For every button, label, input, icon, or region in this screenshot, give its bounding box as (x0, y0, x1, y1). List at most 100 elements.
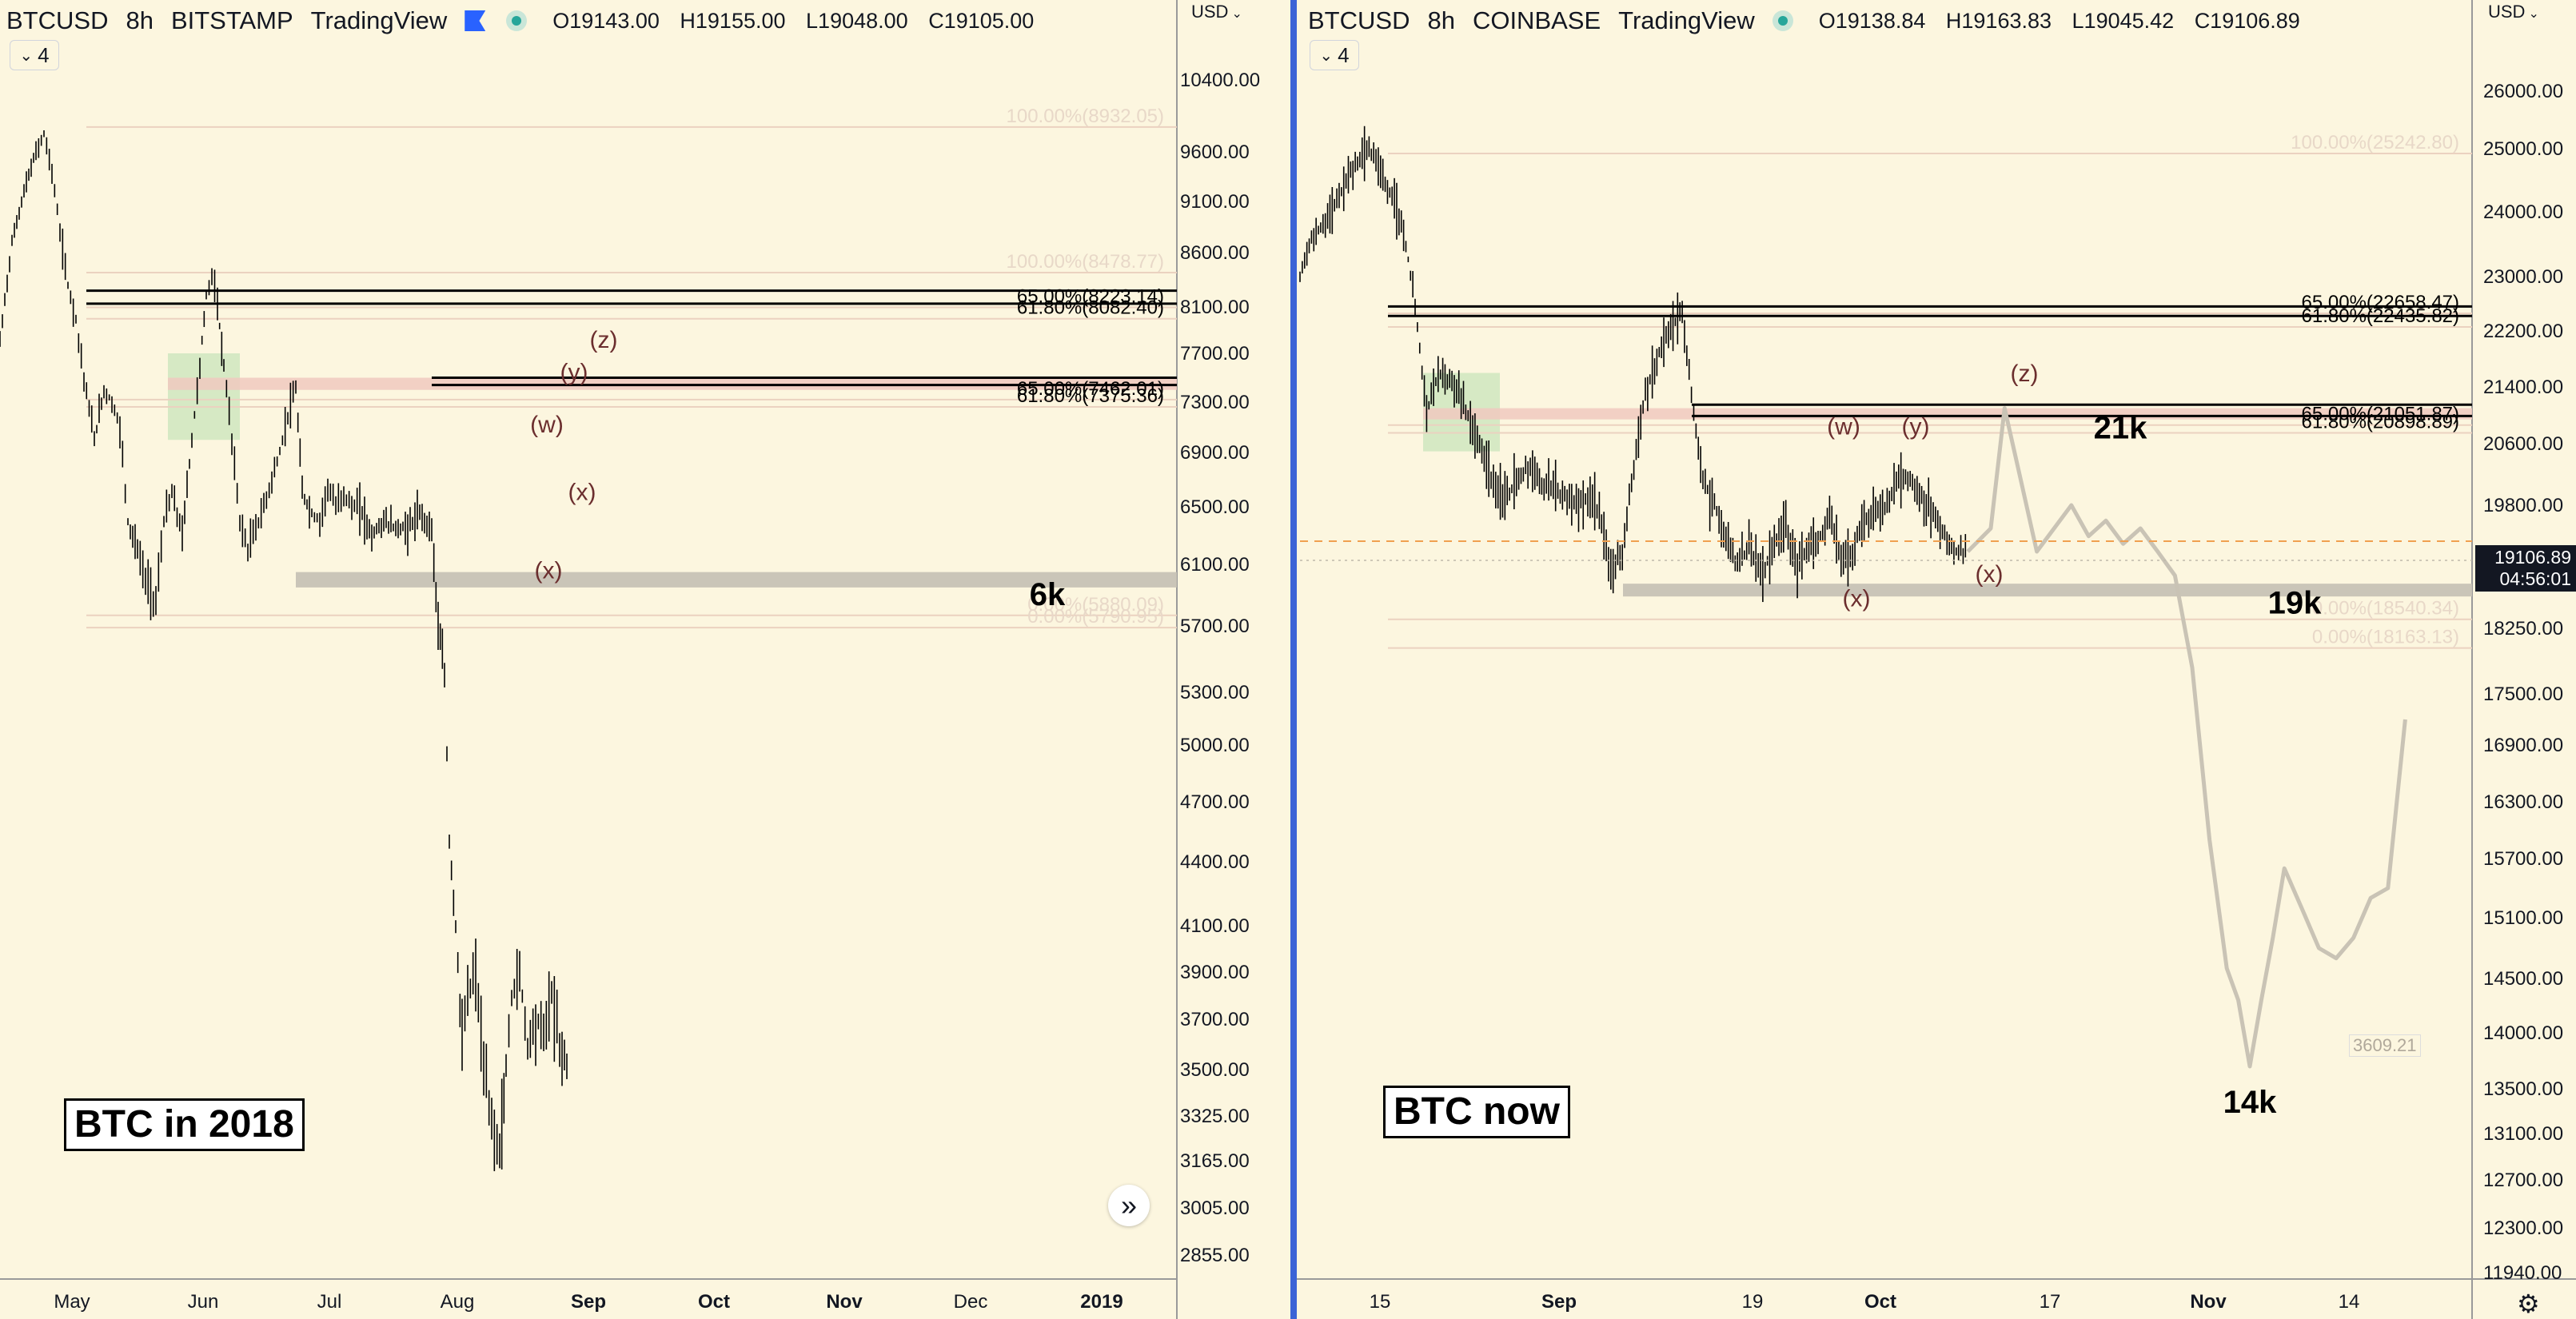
resistance-band-label: 21k (2094, 411, 2147, 446)
y-tick-label: 8600.00 (1180, 242, 1250, 264)
right-symbol[interactable]: BTCUSD (1308, 6, 1410, 34)
wave-label: (z) (590, 327, 618, 353)
chevron-down-icon: ⌄ (1319, 46, 1334, 65)
right-legend: BTCUSD 8h COINBASE TradingView O19138.84… (1308, 3, 2315, 38)
y-tick-label: 24000.00 (2483, 201, 2563, 223)
x-tick-label: Nov (826, 1291, 863, 1313)
right-close: C19106.89 (2194, 8, 2300, 33)
fib-label: 100.00%(8478.77) (1007, 251, 1164, 273)
fib-label: 65.00%(21051.87) (2302, 404, 2459, 425)
left-currency-label: USD (1191, 2, 1229, 22)
y-tick-label: 10400.00 (1180, 70, 1260, 91)
gear-icon[interactable]: ⚙ (2517, 1289, 2540, 1318)
y-tick-label: 16300.00 (2483, 791, 2563, 813)
wave-label: (x) (1976, 561, 2004, 588)
left-collapse-button[interactable]: ⌄ 4 (10, 40, 59, 70)
x-tick-label: 17 (2040, 1291, 2061, 1313)
y-tick-label: 3500.00 (1180, 1059, 1250, 1081)
right-currency-select[interactable]: USD ⌄ (2488, 2, 2539, 22)
y-tick-label: 12700.00 (2483, 1170, 2563, 1191)
wave-label: (x) (568, 480, 596, 506)
right-collapse-count: 4 (1338, 42, 1350, 67)
left-close: C19105.00 (928, 8, 1035, 33)
y-tick-label: 5300.00 (1180, 682, 1250, 703)
y-tick-label: 2855.00 (1180, 1245, 1250, 1266)
fib-label: 100.00%(25242.80) (2291, 132, 2459, 153)
wave-label: (x) (535, 557, 563, 584)
y-tick-label: 4700.00 (1180, 791, 1250, 813)
fib-label: 61.80%(7375.36) (1017, 385, 1164, 407)
right-source: TradingView (1618, 6, 1755, 34)
x-tick-label: Nov (2190, 1291, 2227, 1313)
y-tick-label: 6500.00 (1180, 496, 1250, 518)
y-tick-label: 11940.00 (2483, 1262, 2562, 1284)
y-tick-label: 3900.00 (1180, 962, 1250, 983)
right-chart-title: BTC now (1383, 1086, 1570, 1138)
y-tick-label: 20600.00 (2483, 433, 2563, 455)
y-tick-label: 4400.00 (1180, 851, 1250, 873)
right-chart-layer: 100.00%(25242.80) 65.00%(22658.47) 61.80%(… (1299, 81, 2563, 1313)
current-price-tag: 19106.89 04:56:01 (2475, 545, 2576, 592)
right-collapse-button[interactable]: ⌄ 4 (1310, 40, 1359, 70)
left-ohlc: O19143.00 H19155.00 L19048.00 C19105.00 (552, 9, 1048, 34)
left-exchange: BITSTAMP (170, 6, 293, 34)
y-tick-label: 12300.00 (2483, 1217, 2563, 1239)
y-tick-label: 26000.00 (2483, 81, 2563, 102)
chevron-down-icon: ⌄ (2528, 7, 2539, 21)
x-tick-label: 14 (2339, 1291, 2360, 1313)
left-source: TradingView (310, 6, 448, 34)
bar-countdown: 04:56:01 (2499, 568, 2571, 589)
right-currency-label: USD (2488, 2, 2526, 22)
support-band (296, 572, 1177, 588)
flag-icon[interactable] (465, 10, 486, 31)
x-tick-label: Dec (954, 1291, 988, 1313)
y-tick-label: 6900.00 (1180, 442, 1250, 464)
right-low: L19045.42 (2072, 8, 2175, 33)
fib-label: 100.00%(8932.05) (1007, 106, 1164, 127)
fib-label: 0.00%(18163.13) (2312, 627, 2459, 648)
y-tick-label: 13500.00 (2483, 1078, 2563, 1100)
y-tick-label: 3165.00 (1180, 1150, 1250, 1172)
left-chart-title: BTC in 2018 (64, 1098, 305, 1151)
left-interval[interactable]: 8h (126, 6, 154, 34)
x-tick-label: May (54, 1291, 90, 1313)
right-interval[interactable]: 8h (1427, 6, 1455, 34)
current-price: 19106.89 (2494, 547, 2571, 568)
double-chevron-right-icon: » (1120, 1189, 1138, 1221)
scroll-to-realtime-button[interactable]: » (1108, 1185, 1150, 1226)
left-low: L19048.00 (806, 8, 908, 33)
chevron-down-icon: ⌄ (1231, 7, 1242, 21)
resistance-band (168, 377, 1177, 390)
fib-label: 65.00%(22658.47) (2302, 292, 2459, 313)
wave-label: (x) (1843, 586, 1871, 612)
fib-label: 0.00%(18540.34) (2312, 598, 2459, 620)
pane-divider[interactable] (1290, 0, 1297, 1319)
y-tick-label: 9100.00 (1180, 191, 1250, 213)
y-tick-label: 4100.00 (1180, 915, 1250, 937)
fib-label: 61.80%(20898.89) (2302, 411, 2459, 432)
left-legend: BTCUSD 8h BITSTAMP TradingView O19143.00… (6, 3, 1048, 38)
market-status-icon[interactable] (506, 10, 528, 31)
left-chart-layer: 100.00%(8932.05)100.00%(8478.77)65.00%(8… (0, 70, 1260, 1313)
market-status-icon[interactable] (1772, 10, 1793, 31)
right-open: O19138.84 (1818, 8, 1926, 33)
fib-label: 61.80%(8082.40) (1017, 297, 1164, 319)
support-band-label: 6k (1030, 577, 1066, 612)
left-symbol[interactable]: BTCUSD (6, 6, 109, 34)
x-tick-label: Sep (1541, 1291, 1577, 1313)
y-tick-label: 21400.00 (2483, 377, 2563, 398)
fib-label: 65.00%(7462.01) (1017, 378, 1164, 400)
left-last-price-tag: 3609.21 (2349, 1034, 2421, 1057)
candles (1299, 126, 1967, 603)
y-tick-label: 8100.00 (1180, 297, 1250, 318)
chevron-down-icon: ⌄ (19, 46, 34, 65)
y-tick-label: 3005.00 (1180, 1197, 1250, 1219)
y-tick-label: 13100.00 (2483, 1123, 2563, 1145)
y-tick-label: 22200.00 (2483, 321, 2563, 342)
left-collapse-count: 4 (38, 42, 50, 67)
x-tick-label: Jun (188, 1291, 219, 1313)
y-tick-label: 7300.00 (1180, 392, 1250, 413)
right-exchange: COINBASE (1472, 6, 1601, 34)
left-currency-select[interactable]: USD ⌄ (1191, 2, 1242, 22)
